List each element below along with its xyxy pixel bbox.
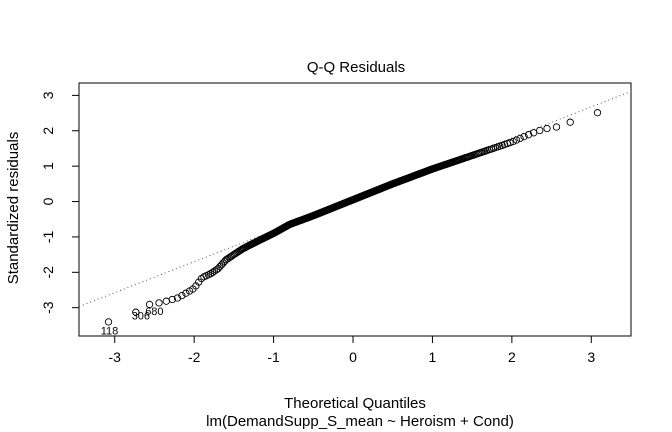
data-point <box>145 300 154 309</box>
data-point <box>524 131 533 139</box>
x-tick-label: 3 <box>587 349 595 365</box>
data-point <box>543 124 551 133</box>
plot-frame <box>78 82 632 337</box>
data-point <box>104 318 113 326</box>
data-point <box>168 295 176 304</box>
y-tick-label: -1 <box>40 230 56 243</box>
y-tick-label: -3 <box>40 301 56 314</box>
x-tick-label: 1 <box>429 349 437 365</box>
data-point <box>178 291 186 300</box>
data-point <box>206 270 215 278</box>
y-tick-label: -2 <box>40 266 56 279</box>
x-tick-label: -1 <box>267 349 280 365</box>
x-axis-label: Theoretical Quantiles <box>284 395 426 412</box>
data-point <box>506 139 514 147</box>
chart-title: Q-Q Residuals <box>307 59 405 76</box>
data-point <box>552 123 561 131</box>
data-point <box>512 136 521 144</box>
x-tick-label: -2 <box>188 349 201 365</box>
data-point <box>566 118 574 126</box>
data-point <box>509 137 517 146</box>
data-point <box>593 109 602 117</box>
x-tick-label: 2 <box>508 349 516 365</box>
data-point <box>208 268 217 277</box>
x-tick-label: -3 <box>109 349 122 365</box>
data-point <box>520 132 528 141</box>
y-axis: -3 -2 -1 0 1 2 3 <box>40 91 79 314</box>
chart-subtitle: lm(DemandSupp_S_mean ~ Heroism + Cond) <box>206 413 514 430</box>
x-tick-label: 0 <box>349 349 357 365</box>
point-label-680: 680 <box>145 306 163 318</box>
y-axis-label: Standardized residuals <box>5 132 22 285</box>
y-tick-label: 0 <box>40 197 56 205</box>
point-label-118: 118 <box>101 326 119 338</box>
x-axis: -3 -2 -1 0 1 2 3 <box>109 335 595 365</box>
data-point <box>516 134 524 143</box>
data-point <box>173 294 182 302</box>
y-tick-label: 1 <box>40 162 56 170</box>
data-point <box>155 299 163 307</box>
y-tick-label: 3 <box>40 91 56 99</box>
data-point <box>162 297 170 305</box>
point-label-306: 306 <box>132 311 150 323</box>
y-tick-label: 2 <box>40 127 56 135</box>
data-point <box>536 126 544 135</box>
data-point <box>182 289 190 297</box>
data-point <box>210 267 219 275</box>
points-layer <box>104 109 602 326</box>
data-point <box>132 308 140 316</box>
